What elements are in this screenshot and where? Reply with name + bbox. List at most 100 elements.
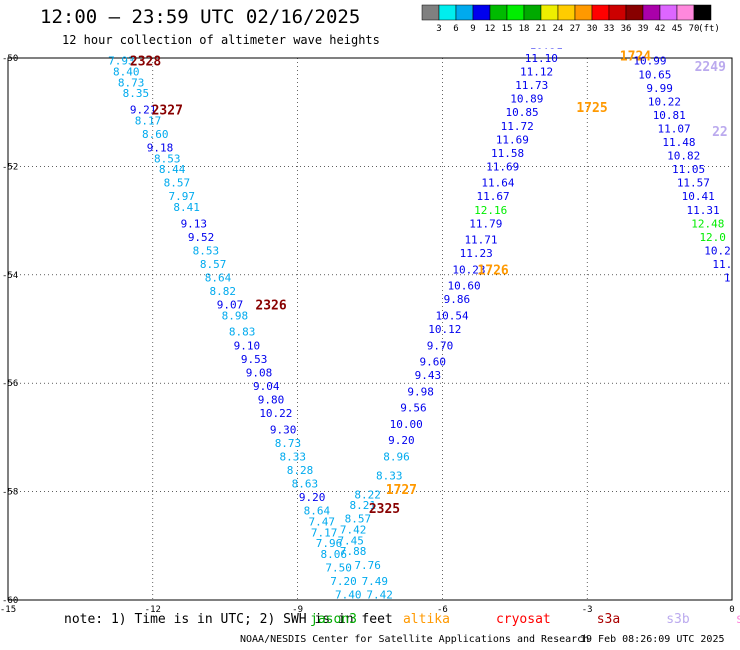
- x-tick-label: -9: [292, 605, 303, 615]
- wave-height-value: 7.49: [362, 575, 389, 588]
- wave-height-value: 9.56: [400, 402, 427, 415]
- y-tick-label: -56: [2, 379, 18, 389]
- colorbar-label: 24: [553, 24, 564, 34]
- wave-height-value: 11.10: [525, 52, 558, 65]
- wave-height-value: 8.57: [164, 177, 191, 190]
- credit-text: NOAA/NESDIS Center for Satellite Applica…: [240, 634, 590, 645]
- x-tick-label: 0: [729, 605, 734, 615]
- legend-item-altika[interactable]: altika: [402, 612, 450, 627]
- colorbar-unit: (ft): [698, 24, 720, 34]
- wave-height-value: 7.20: [330, 575, 357, 588]
- wave-height-value: 9.30: [270, 423, 297, 436]
- wave-height-value: 12.48: [691, 217, 724, 230]
- wave-height-value: 8.21: [350, 499, 377, 512]
- wave-height-value: 12.66: [539, 11, 572, 24]
- colorbar-label: 39: [638, 24, 649, 34]
- wave-height-value: 7.93: [108, 55, 135, 68]
- wave-height-value: 8.17: [135, 114, 162, 127]
- colorbar-label: 36: [621, 24, 632, 34]
- wave-height-value: 12.0: [699, 231, 726, 244]
- wave-height-value: 11.31: [686, 204, 719, 217]
- wave-height-value: 11.48: [662, 136, 695, 149]
- pass-number-label: 1726: [477, 263, 508, 278]
- legend-item-swot[interactable]: swot: [735, 612, 740, 627]
- pass-number-label: 2325: [369, 502, 400, 517]
- colorbar-label: 30: [587, 24, 598, 34]
- wave-height-value: 11.12: [520, 66, 553, 79]
- x-tick-label: -12: [145, 605, 161, 615]
- wave-height-value: 8.40: [113, 66, 140, 79]
- legend-item-jason3[interactable]: jason3: [310, 612, 357, 627]
- wave-height-value: 10.65: [638, 68, 671, 81]
- note-text: note: 1) Time is in UTC; 2) SWH is in fe…: [64, 612, 393, 627]
- wave-height-value: 7.42: [366, 589, 393, 602]
- wave-height-value: 9.43: [415, 369, 442, 382]
- wave-height-value: 7.40: [335, 589, 362, 602]
- pass-number-label: 1727: [386, 483, 417, 498]
- wave-height-value: 11.: [712, 258, 732, 271]
- wave-height-value: 8.53: [193, 244, 220, 257]
- wave-height-value: 7.42: [340, 524, 367, 537]
- wave-height-value: 8.33: [376, 469, 403, 482]
- colorbar-label: 42: [655, 24, 666, 34]
- wave-height-value: 8.06: [321, 548, 348, 561]
- chart-subtitle: 12 hour collection of altimeter wave hei…: [62, 33, 380, 47]
- wave-height-value: 10.00: [390, 418, 423, 431]
- wave-height-value: 12.16: [474, 204, 507, 217]
- wave-height-value: 9.13: [181, 217, 208, 230]
- wave-height-value: 9.86: [444, 293, 471, 306]
- legend-item-s3a[interactable]: s3a: [596, 612, 621, 627]
- pass-number-label: 22: [712, 125, 728, 140]
- wave-height-value: 11.72: [501, 120, 534, 133]
- wave-height-value: 7.17: [311, 526, 338, 539]
- wave-height-value: 10.54: [435, 309, 468, 322]
- x-tick-label: -3: [582, 605, 593, 615]
- wave-height-value: 10.2: [704, 244, 731, 257]
- wave-height-value: 8.44: [159, 163, 186, 176]
- wave-height-value: 7.45: [337, 534, 364, 547]
- wave-height-value: 8.73: [275, 437, 302, 450]
- legend-item-s3b[interactable]: s3b: [666, 612, 690, 627]
- wave-height-value: 10.60: [448, 280, 481, 293]
- wave-height-value: 8.64: [205, 272, 232, 285]
- colorbar-label: 27: [570, 24, 581, 34]
- wave-height-value: 9.08: [246, 366, 273, 379]
- wave-height-value: 7.47: [308, 515, 335, 528]
- colorbar-label: 33: [604, 24, 615, 34]
- x-tick-label: -15: [0, 605, 16, 615]
- wave-height-value: 8.33: [280, 450, 307, 463]
- wave-height-value: 11.10: [534, 25, 567, 38]
- pass-number-label: 1725: [576, 101, 607, 116]
- colorbar-label: 45: [672, 24, 683, 34]
- colorbar-label: 9: [470, 24, 475, 34]
- wave-height-value: 8.53: [154, 152, 181, 165]
- pass-number-label: 2326: [255, 299, 286, 314]
- wave-height-value: 1: [724, 272, 731, 285]
- wave-height-value: 11.73: [515, 79, 548, 92]
- wave-height-value: 10.81: [653, 109, 686, 122]
- wave-height-value: 10.41: [682, 190, 715, 203]
- plot-frame: [7, 57, 733, 601]
- wave-height-value: 10.23: [452, 263, 485, 276]
- wave-height-value: 9.70: [427, 339, 454, 352]
- wave-height-value: 11.69: [496, 133, 529, 146]
- wave-height-value: 7.97: [169, 190, 196, 203]
- wave-height-value: 9.53: [241, 353, 268, 366]
- wave-height-value: 9.99: [646, 82, 673, 95]
- wave-height-value: 8.63: [292, 477, 319, 490]
- pass-number-label: 2327: [152, 103, 183, 118]
- colorbar-label: 70: [689, 24, 700, 34]
- wave-height-value: 8.64: [304, 505, 331, 518]
- y-tick-label: -60: [2, 596, 18, 606]
- legend-item-cryosat[interactable]: cryosat: [495, 612, 551, 627]
- colorbar: 3 6 9 12 15 18 21 24 27 30 33 36 39 42 45 70(ft): [421, 4, 720, 34]
- wave-height-value: 11.67: [477, 190, 510, 203]
- wave-height-value: 9.60: [419, 356, 446, 369]
- wave-height-value: 10.89: [510, 93, 543, 106]
- wave-height-value: 11.64: [481, 177, 514, 190]
- y-tick-label: -54: [2, 271, 18, 281]
- wave-height-value: 9.20: [299, 491, 326, 504]
- satellite-legend: jason3 altika cryosat s3a s3b swot: [310, 612, 740, 627]
- wave-height-value: 11.71: [464, 234, 497, 247]
- wave-height-value: 8.83: [229, 326, 256, 339]
